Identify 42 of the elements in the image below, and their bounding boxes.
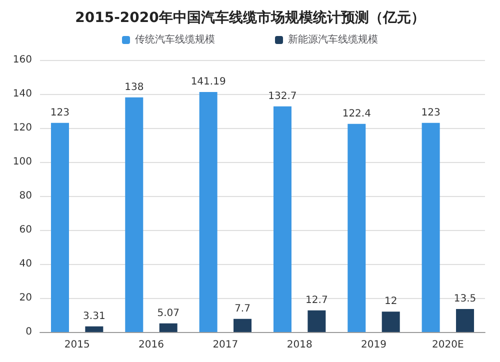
y-tick-label: 40	[19, 258, 32, 270]
data-label: 123	[50, 107, 70, 118]
data-label: 123	[421, 107, 440, 118]
bar	[273, 106, 292, 332]
bar	[125, 97, 144, 332]
y-tick-label: 0	[26, 326, 32, 338]
y-tick-label: 100	[12, 156, 32, 168]
y-tick-label: 120	[12, 122, 32, 134]
data-label: 12	[384, 296, 398, 308]
x-tick-label: 2018	[286, 340, 312, 350]
bar	[50, 122, 69, 332]
y-tick-label: 60	[19, 224, 32, 236]
data-label: 3.31	[83, 310, 106, 322]
bar	[348, 124, 366, 332]
y-tick-label: 20	[19, 292, 32, 304]
data-label: 138	[124, 82, 144, 93]
data-label: 13.5	[454, 294, 476, 305]
bar	[234, 318, 252, 332]
legend-label: 传统汽车线缆规模	[135, 34, 215, 46]
data-label: 141.19	[190, 76, 226, 88]
bar	[308, 310, 326, 332]
data-label: 12.7	[306, 294, 328, 306]
y-tick-label: 160	[12, 54, 32, 66]
x-tick-label: 2017	[212, 340, 238, 350]
bar	[422, 122, 440, 332]
y-tick-label: 140	[12, 88, 32, 100]
bar	[199, 92, 218, 332]
bar	[85, 326, 104, 332]
x-tick-label: 2016	[138, 340, 164, 350]
data-label: 7.7	[234, 303, 250, 314]
bar	[456, 309, 474, 332]
x-tick-label: 2015	[64, 340, 90, 350]
y-tick-label: 80	[19, 190, 32, 202]
data-label: 5.07	[157, 308, 180, 319]
bar	[159, 323, 178, 332]
bar	[382, 312, 400, 332]
data-label: 122.4	[342, 108, 371, 120]
x-tick-label: 2020E	[432, 340, 464, 350]
chart-title: 2015-2020年中国汽车线缆市场规模统计预测（亿元）	[75, 9, 425, 26]
legend-label: 新能源汽车线缆规模	[288, 34, 378, 46]
x-tick-label: 2019	[361, 340, 386, 350]
data-label: 132.7	[268, 90, 297, 102]
